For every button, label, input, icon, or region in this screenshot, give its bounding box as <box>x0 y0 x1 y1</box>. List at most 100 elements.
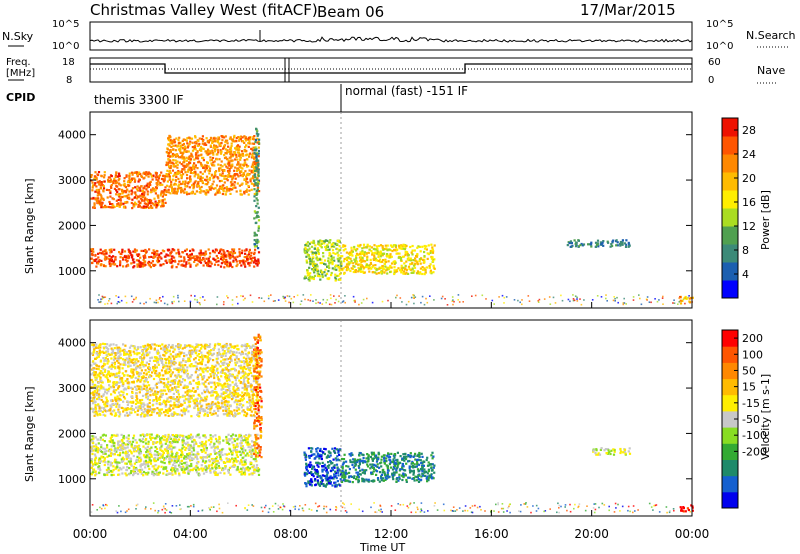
velocity-cell <box>168 436 171 439</box>
power-cell <box>195 155 198 158</box>
power-ground-speckle <box>135 296 137 299</box>
power-cell <box>192 164 195 167</box>
velocity-cell <box>125 452 128 455</box>
velocity-cell <box>201 458 204 461</box>
velocity-cell <box>145 454 148 457</box>
velocity-cell <box>157 456 160 459</box>
power-cell <box>223 156 227 160</box>
velocity-cell <box>200 363 203 366</box>
velocity-cell <box>219 471 222 474</box>
velocity-cell <box>170 472 173 475</box>
power-cell <box>219 250 222 253</box>
velocity-cell <box>110 405 113 408</box>
velocity-cell <box>139 434 142 437</box>
power-cell <box>225 156 228 159</box>
velocity-cell <box>226 408 229 411</box>
velocity-cell <box>218 466 221 469</box>
power-cell <box>332 256 335 259</box>
velocity-cell <box>91 442 94 445</box>
power-cell <box>256 238 259 242</box>
power-cell <box>239 170 242 173</box>
power-ground-speckle <box>451 296 454 298</box>
velocity-cell <box>233 438 236 441</box>
velocity-cell <box>145 461 148 464</box>
power-ground-speckle <box>202 296 204 298</box>
power-cell <box>91 261 94 265</box>
power-cell <box>361 270 364 273</box>
velocity-cell <box>202 455 205 459</box>
power-cell <box>366 255 369 258</box>
velocity-cell <box>229 473 232 476</box>
power-cell <box>170 250 173 253</box>
power-cell <box>162 263 165 266</box>
velocity-cell <box>104 403 107 406</box>
power-cell <box>212 153 215 156</box>
power-cell <box>153 253 156 256</box>
power-cell <box>330 261 333 264</box>
power-cell <box>338 245 341 248</box>
power-cell <box>228 170 231 173</box>
velocity-cell <box>252 375 255 378</box>
power-cell <box>93 175 96 178</box>
power-cell <box>331 267 334 270</box>
velocity-cell <box>189 396 192 399</box>
power-cell <box>189 140 192 143</box>
power-cell <box>245 188 249 191</box>
velocity-cell <box>178 361 181 364</box>
power-cell <box>253 160 256 163</box>
velocity-cell <box>114 461 117 464</box>
velocity-cell <box>190 462 193 466</box>
power-cell <box>192 182 195 185</box>
power-cell <box>174 190 177 193</box>
power-cell <box>256 137 259 140</box>
power-cell <box>209 144 212 147</box>
power-cell <box>326 248 329 252</box>
velocity-cell <box>238 435 241 438</box>
velocity-cell <box>145 396 148 399</box>
velocity-cell <box>98 471 101 474</box>
power-cell <box>213 258 216 262</box>
power-cell <box>208 150 211 153</box>
power-ground-speckle <box>679 296 681 298</box>
velocity-cell <box>117 349 120 352</box>
velocity-cell <box>110 445 113 448</box>
velocity-cell <box>122 434 125 438</box>
power-ground-speckle <box>572 299 575 302</box>
power-cell <box>223 253 226 256</box>
power-cell <box>181 153 184 156</box>
power-cell <box>189 137 192 140</box>
power-cell <box>138 201 141 205</box>
power-cell <box>316 248 319 251</box>
power-colorbar-segment <box>722 172 738 191</box>
power-cell <box>388 266 391 269</box>
power-cell <box>174 149 177 152</box>
power-cell <box>207 189 210 192</box>
power-cell <box>161 199 165 202</box>
velocity-cell <box>197 468 200 471</box>
power-cell <box>419 250 422 253</box>
velocity-cell <box>196 397 199 400</box>
power-cell <box>333 245 336 248</box>
power-cell <box>243 256 246 259</box>
power-cell <box>386 249 389 252</box>
power-cell <box>197 154 200 157</box>
power-ground-speckle <box>650 301 652 304</box>
power-cell <box>227 170 230 173</box>
power-cell <box>182 190 185 193</box>
velocity-cell <box>103 409 106 412</box>
power-cell <box>151 251 154 255</box>
power-cell <box>191 141 194 144</box>
power-cell <box>250 147 253 150</box>
power-cell <box>231 183 234 186</box>
power-ground-speckle <box>672 302 674 304</box>
power-cell <box>309 260 312 263</box>
velocity-cell <box>154 456 157 459</box>
power-cell <box>156 184 159 187</box>
velocity-cell <box>216 382 219 385</box>
power-cell <box>245 139 248 142</box>
velocity-cell <box>155 453 158 457</box>
power-cell <box>135 253 139 256</box>
power-cell <box>140 194 143 197</box>
velocity-cell <box>161 456 164 459</box>
power-cell <box>252 175 255 178</box>
